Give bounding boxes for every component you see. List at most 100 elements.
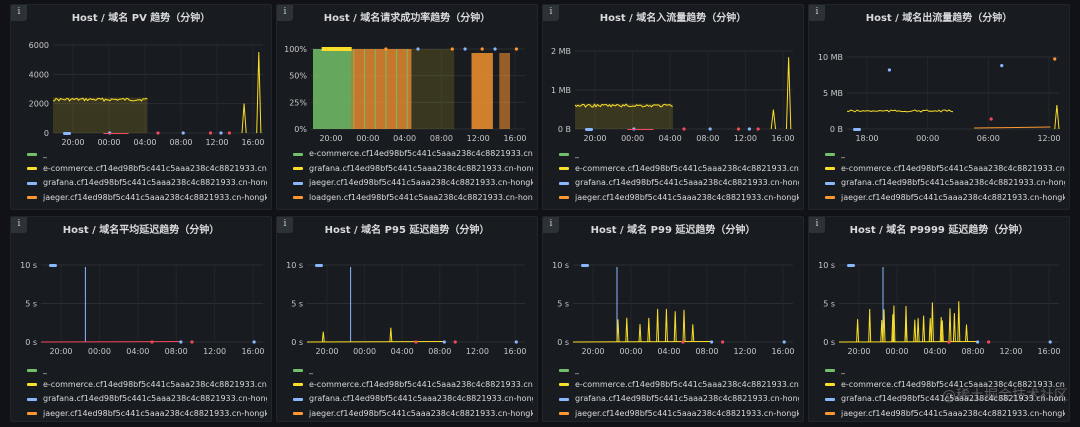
- info-icon[interactable]: i: [543, 5, 559, 21]
- legend-item[interactable]: _: [825, 363, 1065, 378]
- panel-title[interactable]: Host / 域名 P99 延迟趋势（分钟）: [590, 225, 756, 236]
- time-series-chart[interactable]: 10 s 5 s 0 s 20:00 00:00 04:00 08:00 12:00 16:00: [543, 217, 804, 367]
- legend-item[interactable]: e-commerce.cf14ed98bf5c441c5aaa238c4c882…: [559, 378, 799, 393]
- legend-swatch: [293, 412, 303, 416]
- legend-item[interactable]: jaeger.cf14ed98bf5c441c5aaa238c4c8821933…: [559, 407, 799, 422]
- time-series-chart[interactable]: 10 s 5 s 0 s 20:00 00:00 04:00 08:00 12:00 16:00: [11, 217, 272, 367]
- legend-item[interactable]: e-commerce.cf14ed98bf5c441c5aaa238c4c882…: [293, 378, 533, 393]
- panel-inbound-traffic-trend[interactable]: i Host / 域名入流量趋势（分钟） 2 MB 1 MB 0 B 20:00 00:…: [542, 4, 804, 210]
- legend-item[interactable]: _: [559, 363, 799, 378]
- legend-swatch: [27, 397, 37, 401]
- x-tick-label: 12:00: [205, 138, 228, 147]
- panel-avg-latency-trend[interactable]: i Host / 域名平均延迟趋势（分钟） 10 s 5 s 0 s 20:00 00:…: [10, 216, 272, 422]
- legend-swatch: [825, 397, 835, 401]
- legend-item[interactable]: _: [825, 147, 1065, 162]
- legend-item[interactable]: grafana.cf14ed98bf5c441c5aaa238c4c882193…: [27, 392, 267, 407]
- y-tick-label: 0 B: [558, 125, 571, 134]
- x-tick-label: 12:00: [999, 347, 1022, 356]
- series-line: [638, 323, 642, 343]
- time-series-chart[interactable]: 100% 50% 25% 0% 20:00 00:00 04:00 08:00 12:00 16:…: [277, 5, 538, 155]
- legend-item[interactable]: jaeger.cf14ed98bf5c441c5aaa238c4c8821933…: [559, 191, 799, 206]
- legend-label: jaeger.cf14ed98bf5c441c5aaa238c4c8821933…: [309, 178, 533, 187]
- legend-item[interactable]: _: [559, 147, 799, 162]
- legend-item[interactable]: grafana.cf14ed98bf5c441c5aaa238c4c882193…: [825, 392, 1065, 407]
- legend-item[interactable]: jaeger.cf14ed98bf5c441c5aaa238c4c8821933…: [825, 191, 1065, 206]
- info-icon[interactable]: i: [277, 217, 293, 233]
- legend-item[interactable]: grafana.cf14ed98bf5c441c5aaa238c4c882193…: [293, 392, 533, 407]
- series-line: [838, 341, 978, 343]
- legend-item[interactable]: _: [293, 363, 533, 378]
- data-point: [414, 340, 418, 344]
- panel-title[interactable]: Host / 域名 P95 延迟趋势（分钟）: [324, 225, 490, 236]
- data-point: [208, 131, 213, 135]
- x-tick-label: 12:00: [466, 347, 489, 356]
- legend-item[interactable]: jaeger.cf14ed98bf5c441c5aaa238c4c8821933…: [27, 191, 267, 206]
- y-tick-label: 2000: [29, 100, 49, 109]
- time-series-chart[interactable]: 10 MB 5 MB 0 B 18:00 00:00 06:00 12:00: [809, 5, 1070, 155]
- legend: _ e-commerce.cf14ed98bf5c441c5aaa238c4c88…: [559, 147, 799, 205]
- legend-item[interactable]: grafana.cf14ed98bf5c441c5aaa238c4c882193…: [293, 162, 533, 177]
- data-point: [463, 47, 467, 51]
- y-tick-label: 0: [44, 129, 49, 138]
- info-icon[interactable]: i: [809, 5, 825, 21]
- x-tick-label: 16:00: [241, 138, 264, 147]
- legend-item[interactable]: e-commerce.cf14ed98bf5c441c5aaa238c4c882…: [559, 162, 799, 177]
- legend-item[interactable]: e-commerce.cf14ed98bf5c441c5aaa238c4c882…: [825, 378, 1065, 393]
- legend-item[interactable]: grafana.cf14ed98bf5c441c5aaa238c4c882193…: [559, 176, 799, 191]
- x-tick-label: 00:00: [621, 134, 644, 143]
- panel-title[interactable]: Host / 域名出流量趋势（分钟）: [865, 13, 1013, 24]
- legend-item[interactable]: jaeger.cf14ed98bf5c441c5aaa238c4c8821933…: [27, 407, 267, 422]
- info-icon[interactable]: i: [277, 5, 293, 21]
- series-line: [916, 318, 920, 343]
- legend-label: _: [43, 365, 47, 374]
- info-icon[interactable]: i: [809, 217, 825, 233]
- legend-swatch: [825, 152, 835, 156]
- x-tick-label: 00:00: [88, 347, 111, 356]
- panel-title[interactable]: Host / 域名 P9999 延迟趋势（分钟）: [849, 225, 1029, 236]
- panel-p99-latency-trend[interactable]: i Host / 域名 P99 延迟趋势（分钟） 10 s 5 s 0 s 20:00…: [542, 216, 804, 422]
- legend-item[interactable]: _: [27, 147, 267, 162]
- series-line: [785, 57, 792, 130]
- x-tick-label: 18:00: [855, 134, 878, 143]
- legend-item[interactable]: grafana.cf14ed98bf5c441c5aaa238c4c882193…: [559, 392, 799, 407]
- legend-item[interactable]: jaeger.cf14ed98bf5c441c5aaa238c4c8821933…: [293, 407, 533, 422]
- panel-title[interactable]: Host / 域名入流量趋势（分钟）: [599, 13, 747, 24]
- legend-item[interactable]: e-commerce.cf14ed98bf5c441c5aaa238c4c882…: [825, 162, 1065, 177]
- legend-swatch: [293, 181, 303, 185]
- legend-item[interactable]: e-commerce.cf14ed98bf5c441c5aaa238c4c882…: [27, 162, 267, 177]
- panel-title[interactable]: Host / 域名平均延迟趋势（分钟）: [62, 225, 220, 236]
- time-series-chart[interactable]: 6000 4000 2000 0 20:00 00:00 04:00 08:00 12:00 16…: [11, 5, 272, 155]
- legend-item[interactable]: _: [27, 363, 267, 378]
- y-tick-label: 0 s: [291, 338, 303, 347]
- series-line: [389, 327, 393, 343]
- series-line: [882, 309, 886, 343]
- panel-title[interactable]: Host / 域名请求成功率趋势（分钟）: [323, 13, 491, 24]
- legend-item[interactable]: e-commerce.cf14ed98bf5c441c5aaa238c4c882…: [27, 378, 267, 393]
- legend-item[interactable]: jaeger.cf14ed98bf5c441c5aaa238c4c8821933…: [825, 407, 1065, 422]
- legend-item[interactable]: grafana.cf14ed98bf5c441c5aaa238c4c882193…: [825, 176, 1065, 191]
- panel-p9999-latency-trend[interactable]: i Host / 域名 P9999 延迟趋势（分钟） 10 s 5 s 0 s 20:…: [808, 216, 1070, 422]
- panel-title[interactable]: Host / 域名 PV 趋势（分钟）: [71, 13, 211, 24]
- info-icon[interactable]: i: [11, 217, 27, 233]
- time-series-chart[interactable]: 10 s 5 s 0 s 20:00 00:00 04:00 08:00 12:00 16:00: [809, 217, 1070, 367]
- legend-swatch: [825, 196, 835, 200]
- time-series-chart[interactable]: 2 MB 1 MB 0 B 20:00 00:00 04:00 08:00 12:00 16:0…: [543, 5, 804, 155]
- data-point: [181, 131, 185, 135]
- info-icon[interactable]: i: [543, 217, 559, 233]
- panel-success-rate-trend[interactable]: i Host / 域名请求成功率趋势（分钟） 100% 50% 25% 0% 20:00…: [276, 4, 538, 210]
- legend-item[interactable]: grafana.cf14ed98bf5c441c5aaa238c4c882193…: [27, 176, 267, 191]
- y-tick-label: 0 B: [830, 125, 843, 134]
- x-tick-label: 12:00: [733, 347, 756, 356]
- panel-outbound-traffic-trend[interactable]: i Host / 域名出流量趋势（分钟） 10 MB 5 MB 0 B 18:00 00…: [808, 4, 1070, 210]
- panel-p95-latency-trend[interactable]: i Host / 域名 P95 延迟趋势（分钟） 10 s 5 s 0 s 20:00…: [276, 216, 538, 422]
- x-tick-label: 00:00: [916, 134, 939, 143]
- x-tick-label: 08:00: [165, 347, 188, 356]
- time-series-chart[interactable]: 10 s 5 s 0 s 20:00 00:00 04:00 08:00 12:00 16:00: [277, 217, 538, 367]
- legend-item[interactable]: loadgen.cf14ed98bf5c441c5aaa238c4c882193…: [293, 191, 533, 206]
- panel-pv-trend[interactable]: i Host / 域名 PV 趋势（分钟） 6000 4000 2000 0 20:00…: [10, 4, 272, 210]
- x-tick-label: 00:00: [885, 347, 908, 356]
- legend-item[interactable]: e-commerce.cf14ed98bf5c441c5aaa238c4c882…: [293, 147, 533, 162]
- data-point: [450, 47, 454, 51]
- info-icon[interactable]: i: [11, 5, 27, 21]
- legend-item[interactable]: jaeger.cf14ed98bf5c441c5aaa238c4c8821933…: [293, 176, 533, 191]
